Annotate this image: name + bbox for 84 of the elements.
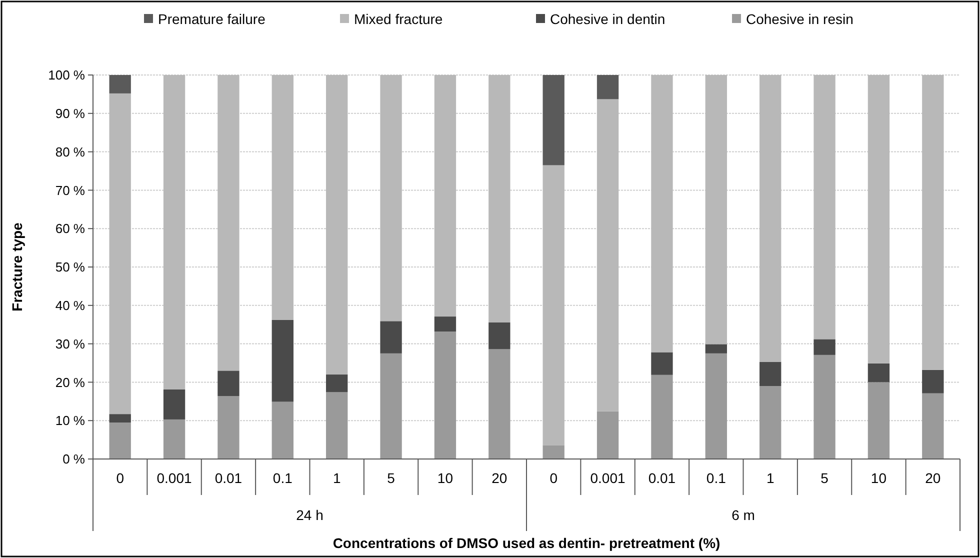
bar xyxy=(163,389,186,420)
bar xyxy=(922,370,944,394)
x-tick-label: 1 xyxy=(332,470,341,486)
bar xyxy=(760,386,782,459)
x-tick-label: 0 xyxy=(550,470,558,486)
x-tick-label: 1 xyxy=(766,470,774,486)
y-tick-label: 100 % xyxy=(48,68,86,83)
bar xyxy=(814,354,836,459)
bar xyxy=(488,322,510,350)
legend-label: Cohesive in dentin xyxy=(550,10,666,27)
bar xyxy=(218,396,240,459)
bar xyxy=(109,75,131,94)
bar xyxy=(542,445,564,459)
y-tick-label: 20 % xyxy=(55,374,86,390)
x-tick-label: 0.1 xyxy=(272,470,293,486)
bar xyxy=(109,414,131,423)
bar xyxy=(380,75,402,322)
bar xyxy=(868,363,890,382)
y-tick-label: 50 % xyxy=(55,260,86,275)
bar xyxy=(434,316,456,332)
bar xyxy=(596,99,619,412)
bar xyxy=(542,165,564,446)
bar xyxy=(651,75,673,352)
bar xyxy=(705,353,727,459)
bar xyxy=(760,75,782,362)
bar xyxy=(651,352,673,375)
x-tick-label: 20 xyxy=(925,470,941,486)
bar xyxy=(488,349,510,459)
bar xyxy=(922,393,944,459)
bar xyxy=(814,75,836,340)
bar xyxy=(109,93,131,414)
bar xyxy=(434,332,456,459)
bar xyxy=(218,75,240,371)
text: 6 m xyxy=(732,507,755,523)
bar xyxy=(272,75,294,320)
bar xyxy=(163,419,186,459)
bar xyxy=(488,75,510,322)
bar xyxy=(596,75,619,100)
bar xyxy=(380,353,402,459)
bar xyxy=(868,382,890,459)
bar xyxy=(868,75,890,364)
bar xyxy=(760,362,782,386)
x-tick-label: 5 xyxy=(387,470,396,486)
bar xyxy=(705,344,727,354)
x-tick-label: 10 xyxy=(870,470,887,486)
text: 24 h xyxy=(296,507,324,523)
y-tick-label: 0 % xyxy=(62,452,86,467)
x-tick-label: 0.001 xyxy=(156,470,192,486)
x-tick-label: 0.1 xyxy=(706,470,726,486)
bar xyxy=(326,374,348,392)
bar xyxy=(434,75,456,317)
y-tick-label: 60 % xyxy=(55,221,86,236)
x-tick-label: 20 xyxy=(492,470,508,486)
y-tick-label: 40 % xyxy=(55,298,86,313)
bar xyxy=(380,321,402,354)
bar xyxy=(596,411,619,459)
y-tick-label: 70 % xyxy=(55,182,86,198)
y-tick-label: 80 % xyxy=(55,144,86,160)
bar xyxy=(109,422,131,459)
bar xyxy=(326,75,348,375)
bar xyxy=(272,320,294,402)
x-tick-label: 0 xyxy=(116,470,124,486)
bar xyxy=(326,392,348,459)
x-tick-label: 0.01 xyxy=(214,470,242,486)
y-tick-label: 10 % xyxy=(55,413,86,428)
x-tick-label: 5 xyxy=(820,470,829,486)
y-tick-label: 90 % xyxy=(55,106,86,121)
legend-label: Mixed fracture xyxy=(354,10,443,27)
x-tick-label: 10 xyxy=(437,470,454,486)
legend-label: Premature failure xyxy=(158,10,266,27)
bar xyxy=(163,75,186,390)
x-tick-label: 0.001 xyxy=(590,470,626,486)
bar xyxy=(922,75,944,370)
bar xyxy=(814,339,836,355)
y-axis-title: Fracture type xyxy=(9,222,25,312)
bar xyxy=(218,370,240,396)
x-axis-title: Concentrations of DMSO used as dentin- pretreatment (%) xyxy=(332,535,720,551)
bar xyxy=(272,402,294,459)
legend-label: Cohesive in resin xyxy=(746,10,854,27)
x-tick-label: 0.01 xyxy=(648,470,676,486)
y-tick-label: 30 % xyxy=(55,336,86,352)
bar xyxy=(705,75,727,344)
bar xyxy=(542,75,564,166)
bar xyxy=(651,374,673,459)
